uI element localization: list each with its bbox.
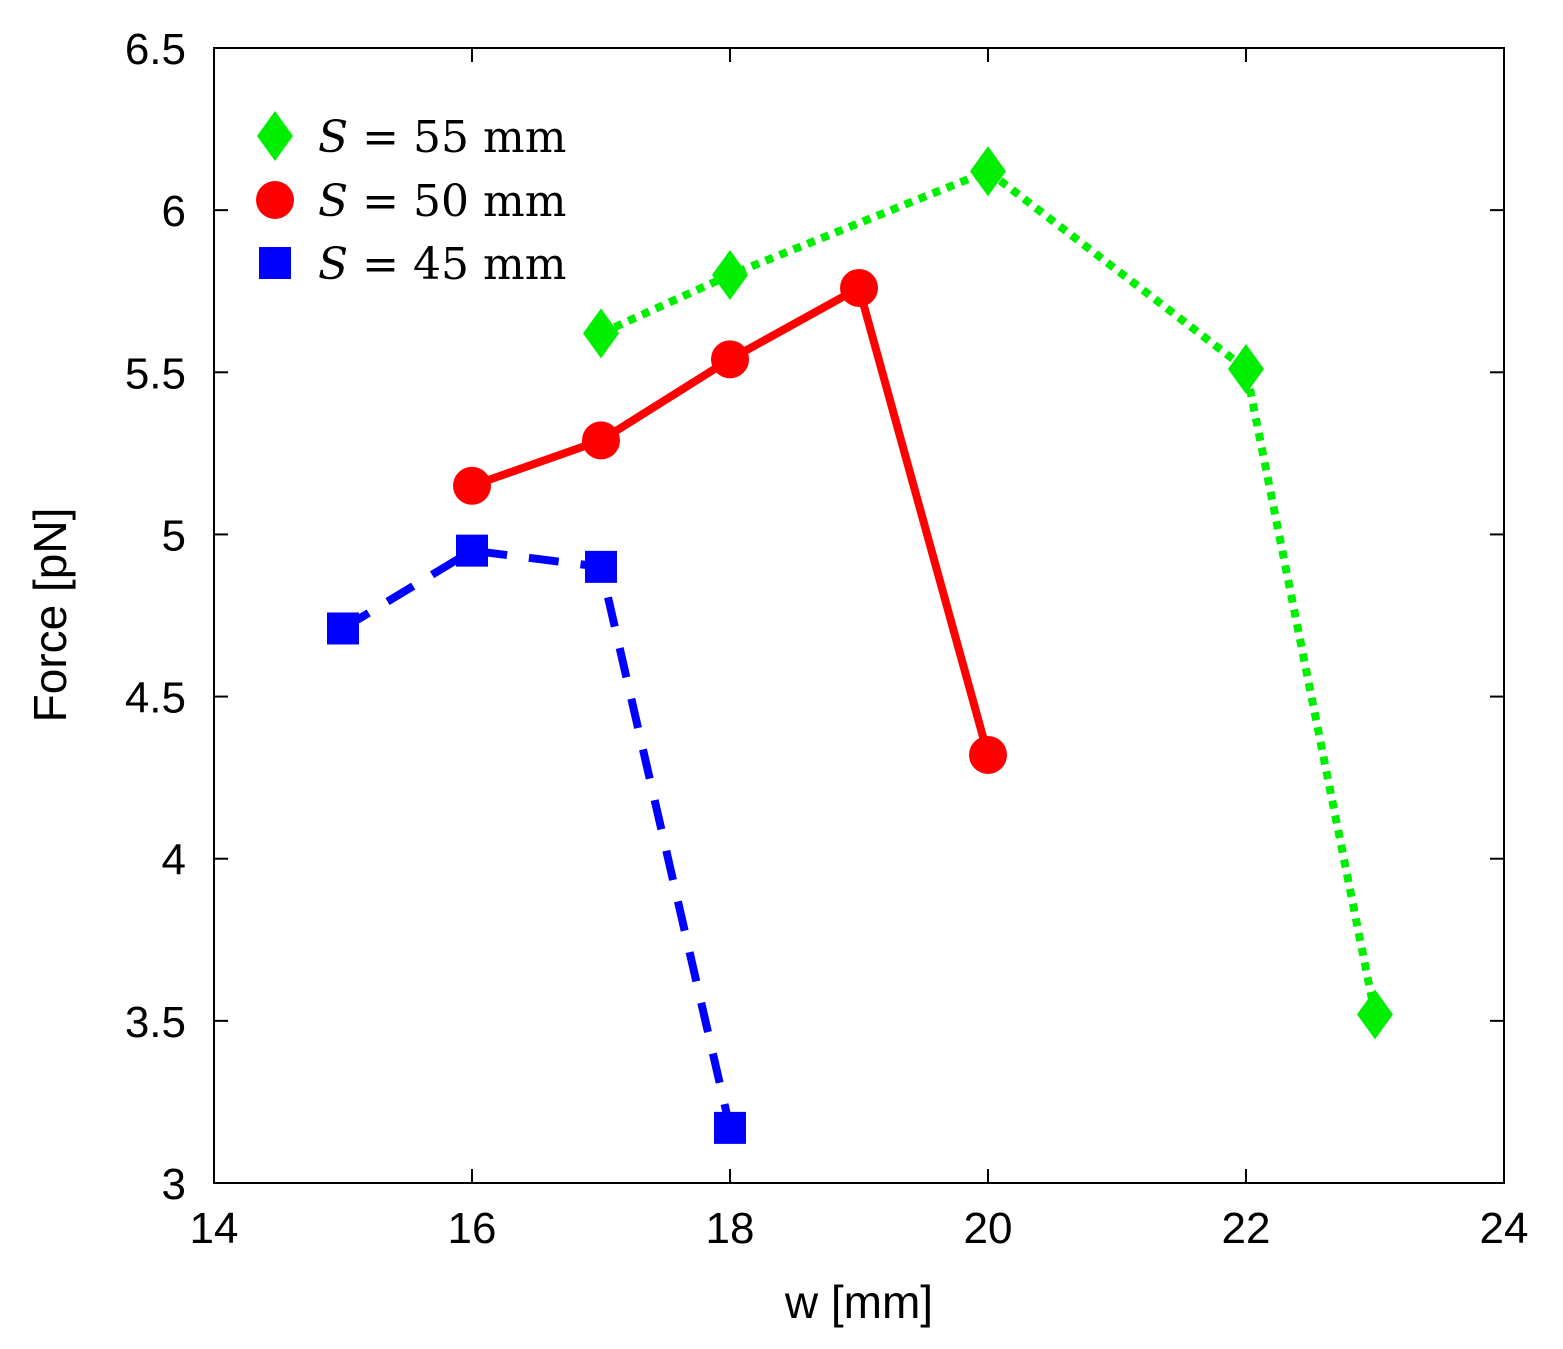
- data-point: [582, 421, 620, 460]
- series-square: [327, 534, 746, 1144]
- data-point: [712, 250, 748, 300]
- series-line: [599, 166, 1379, 1016]
- legend-marker: [259, 247, 291, 279]
- legend-text: = 55 mm: [348, 112, 566, 163]
- legend-symbol: S: [318, 112, 348, 163]
- series-diamond: [583, 146, 1393, 1040]
- legend-marker: [257, 111, 293, 161]
- y-tick-label: 5.5: [125, 349, 186, 398]
- data-point: [453, 466, 491, 505]
- ticks-layer: 14 16 18 20 22 24 3 3.5 4 4.5 5 5.5 6 6.5: [125, 25, 1529, 1253]
- data-point: [711, 340, 749, 379]
- axes-layer: [213, 47, 1505, 1184]
- x-tick-label: 18: [706, 1204, 755, 1253]
- x-tick-label: 22: [1222, 1204, 1271, 1253]
- legend-text: = 50 mm: [348, 176, 566, 227]
- x-tick-label: 14: [190, 1204, 239, 1253]
- data-point: [714, 1111, 746, 1144]
- y-tick-label: 3.5: [125, 998, 186, 1047]
- legend-symbol: S: [318, 239, 348, 290]
- data-point: [969, 735, 1007, 774]
- y-tick-label: 6.5: [125, 25, 186, 74]
- legend-marker: [256, 181, 294, 219]
- data-point: [1357, 989, 1393, 1040]
- x-tick-label: 20: [964, 1204, 1013, 1253]
- data-point: [583, 308, 619, 359]
- y-tick-label: 4: [162, 836, 186, 885]
- legend-label: S = 55 mm: [318, 112, 566, 163]
- data-point: [1228, 344, 1264, 395]
- y-tick-label: 6: [162, 187, 186, 236]
- series-line: [340, 546, 734, 1129]
- x-axis-title: w [mm]: [784, 1276, 933, 1328]
- legend: S = 55 mmS = 50 mmS = 45 mm: [256, 111, 566, 290]
- series-circle: [453, 268, 1007, 774]
- legend-text: = 45 mm: [348, 239, 566, 290]
- legend-symbol: S: [318, 176, 348, 227]
- y-tick-label: 3: [162, 1160, 186, 1209]
- data-point: [327, 612, 359, 645]
- data-point: [585, 550, 617, 583]
- legend-label: S = 50 mm: [318, 176, 566, 227]
- data-point: [456, 534, 488, 567]
- data-point: [970, 146, 1006, 197]
- legend-label: S = 45 mm: [318, 239, 566, 290]
- legend-entry: S = 50 mm: [256, 176, 566, 227]
- x-tick-label: 16: [448, 1204, 497, 1253]
- x-tick-label: 24: [1480, 1204, 1529, 1253]
- y-axis-title: Force [pN]: [24, 508, 76, 723]
- y-tick-label: 4.5: [125, 674, 186, 723]
- legend-entry: S = 55 mm: [257, 111, 566, 163]
- legend-entry: S = 45 mm: [259, 239, 566, 290]
- data-point: [840, 268, 878, 307]
- series-layer: [327, 146, 1393, 1144]
- plot-frame: [213, 47, 1505, 1184]
- y-tick-label: 5: [162, 511, 186, 560]
